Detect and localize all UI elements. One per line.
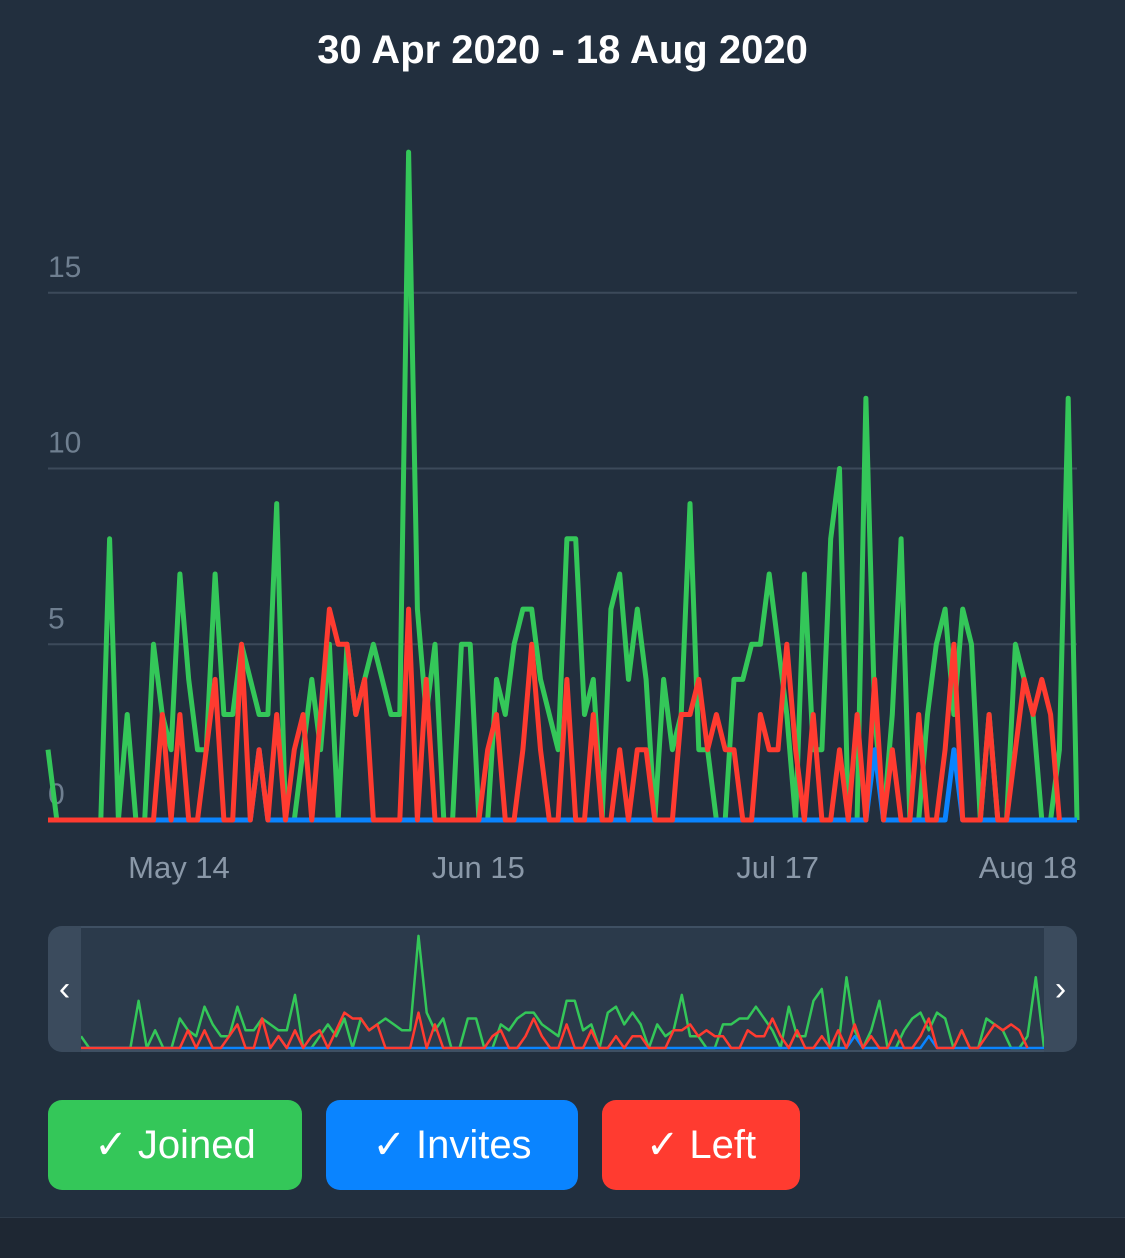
chevron-right-icon: › <box>1054 969 1067 1008</box>
check-icon: ✓ <box>645 1123 680 1167</box>
y-tick-label: 5 <box>48 602 65 635</box>
legend-label: Invites <box>415 1122 532 1167</box>
y-tick-label: 15 <box>48 251 81 284</box>
navigator-window[interactable] <box>81 926 1044 1052</box>
bottom-bar <box>0 1217 1125 1258</box>
legend: ✓ Joined ✓ Invites ✓ Left <box>48 1100 800 1190</box>
x-tick-label: Jul 17 <box>736 850 819 885</box>
chevron-left-icon: ‹ <box>58 969 71 1008</box>
legend-joined-toggle[interactable]: ✓ Joined <box>48 1100 302 1190</box>
navigator-left-line <box>81 1011 1029 1050</box>
x-axis-ticks: May 14 Jun 15 Jul 17 Aug 18 <box>128 850 1077 885</box>
legend-label: Joined <box>137 1122 256 1167</box>
check-icon: ✓ <box>372 1123 406 1167</box>
navigator-left-handle[interactable]: ‹ <box>48 926 81 1052</box>
x-tick-label: Aug 18 <box>979 850 1077 885</box>
x-tick-label: Jun 15 <box>432 850 525 885</box>
legend-left-toggle[interactable]: ✓ Left <box>602 1100 800 1190</box>
series-lines <box>45 149 1080 823</box>
y-tick-label: 10 <box>48 427 81 460</box>
x-tick-label: May 14 <box>128 850 230 885</box>
navigator-right-handle[interactable]: › <box>1044 926 1077 1052</box>
series-joined-line <box>45 149 1080 823</box>
legend-invites-toggle[interactable]: ✓ Invites <box>326 1100 578 1190</box>
chart-title: 30 Apr 2020 - 18 Aug 2020 <box>317 28 808 72</box>
range-navigator[interactable]: ‹ › <box>48 926 1077 1052</box>
navigator-joined-line <box>81 934 1044 1050</box>
check-icon: ✓ <box>94 1123 128 1167</box>
series-left-line <box>48 606 1062 823</box>
legend-label: Left <box>689 1122 757 1167</box>
navigator-preview <box>81 934 1044 1050</box>
